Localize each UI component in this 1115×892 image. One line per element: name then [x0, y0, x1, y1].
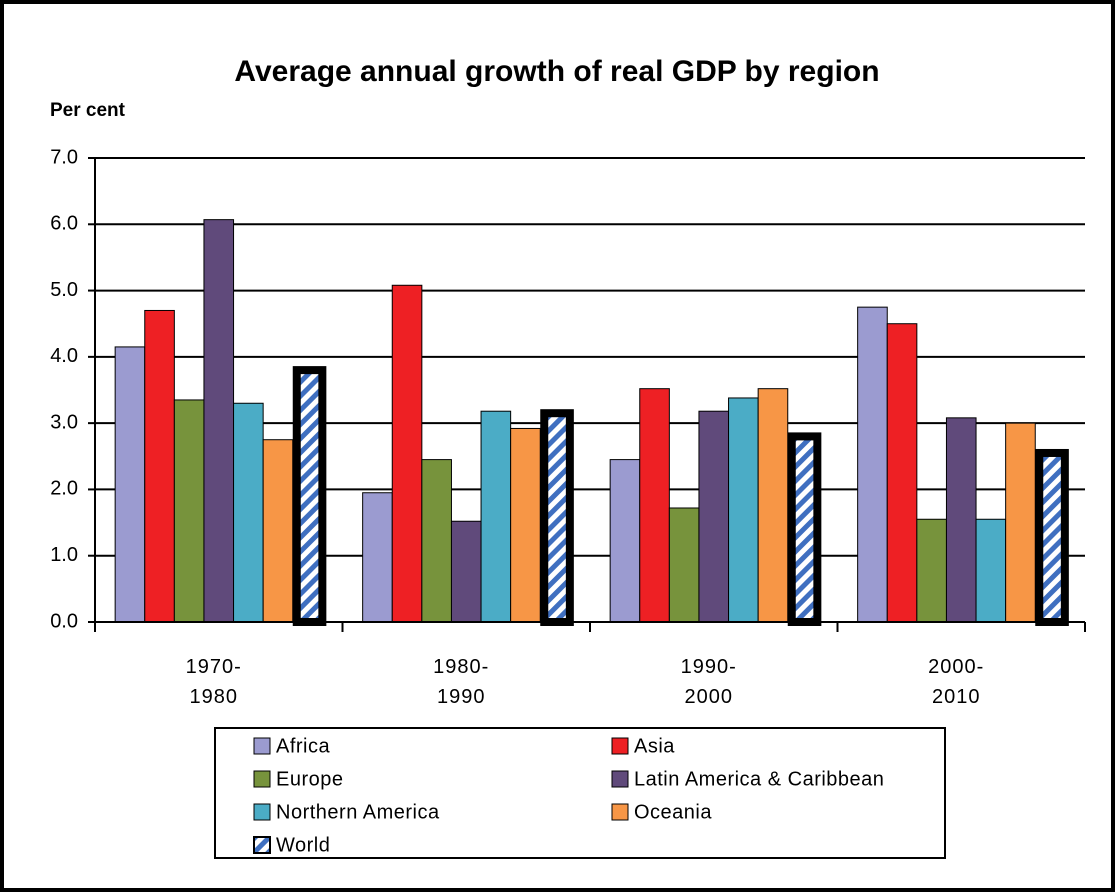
bar — [728, 397, 759, 623]
bar — [144, 309, 175, 623]
bar — [203, 219, 235, 623]
legend-label: Asia — [634, 735, 675, 757]
bar — [450, 520, 482, 623]
bar — [173, 399, 205, 623]
chart-title: Average annual growth of real GDP by reg… — [234, 55, 879, 88]
y-tick-label: 2.0 — [50, 478, 78, 500]
bar — [916, 518, 947, 623]
y-tick-label: 3.0 — [50, 411, 78, 433]
legend-label: Europe — [276, 768, 344, 790]
bar — [233, 402, 264, 623]
legend-swatch — [253, 836, 271, 854]
bar — [362, 492, 393, 623]
x-tick-label: 1990-2000 — [680, 656, 737, 708]
legend-swatch — [611, 770, 629, 788]
legend-box — [214, 727, 946, 859]
y-tick-label: 5.0 — [50, 279, 78, 301]
legend-swatch — [253, 770, 271, 788]
x-tick-label: 1970-1980 — [185, 656, 242, 708]
bar — [114, 346, 146, 623]
y-tick-label: 7.0 — [50, 146, 78, 168]
legend-swatch — [611, 737, 629, 755]
bar — [945, 417, 977, 623]
legend-swatch — [611, 803, 629, 821]
bar — [609, 459, 641, 623]
y-tick-label: 0.0 — [50, 610, 78, 632]
bar — [857, 306, 888, 623]
bar — [1035, 448, 1069, 626]
bar — [391, 284, 423, 623]
legend-label: Oceania — [634, 801, 712, 823]
bar — [787, 432, 822, 626]
y-tick-label: 6.0 — [50, 213, 78, 235]
bar — [421, 459, 452, 623]
legend-label: World — [276, 834, 330, 856]
legend-label: Northern America — [276, 801, 440, 823]
bar — [975, 518, 1007, 623]
bar — [886, 323, 918, 623]
bar — [540, 409, 574, 627]
y-tick-label: 1.0 — [50, 544, 78, 566]
legend-swatch — [253, 803, 271, 821]
bar — [668, 507, 700, 623]
bar — [510, 427, 541, 623]
legend-label: Latin America & Caribbean — [634, 768, 884, 790]
x-tick-label: 1980-1990 — [433, 656, 490, 708]
bar — [757, 388, 789, 623]
bar — [1005, 422, 1036, 623]
y-tick-label: 4.0 — [50, 345, 78, 367]
x-tick-label: 2000-2010 — [928, 656, 985, 708]
bar — [639, 388, 670, 623]
bar — [698, 410, 730, 623]
y-axis-label: Per cent — [50, 100, 126, 121]
bar — [292, 366, 327, 626]
legend-swatch — [253, 737, 271, 755]
legend-label: Africa — [276, 735, 331, 757]
bar — [262, 439, 294, 623]
bar — [480, 410, 512, 623]
